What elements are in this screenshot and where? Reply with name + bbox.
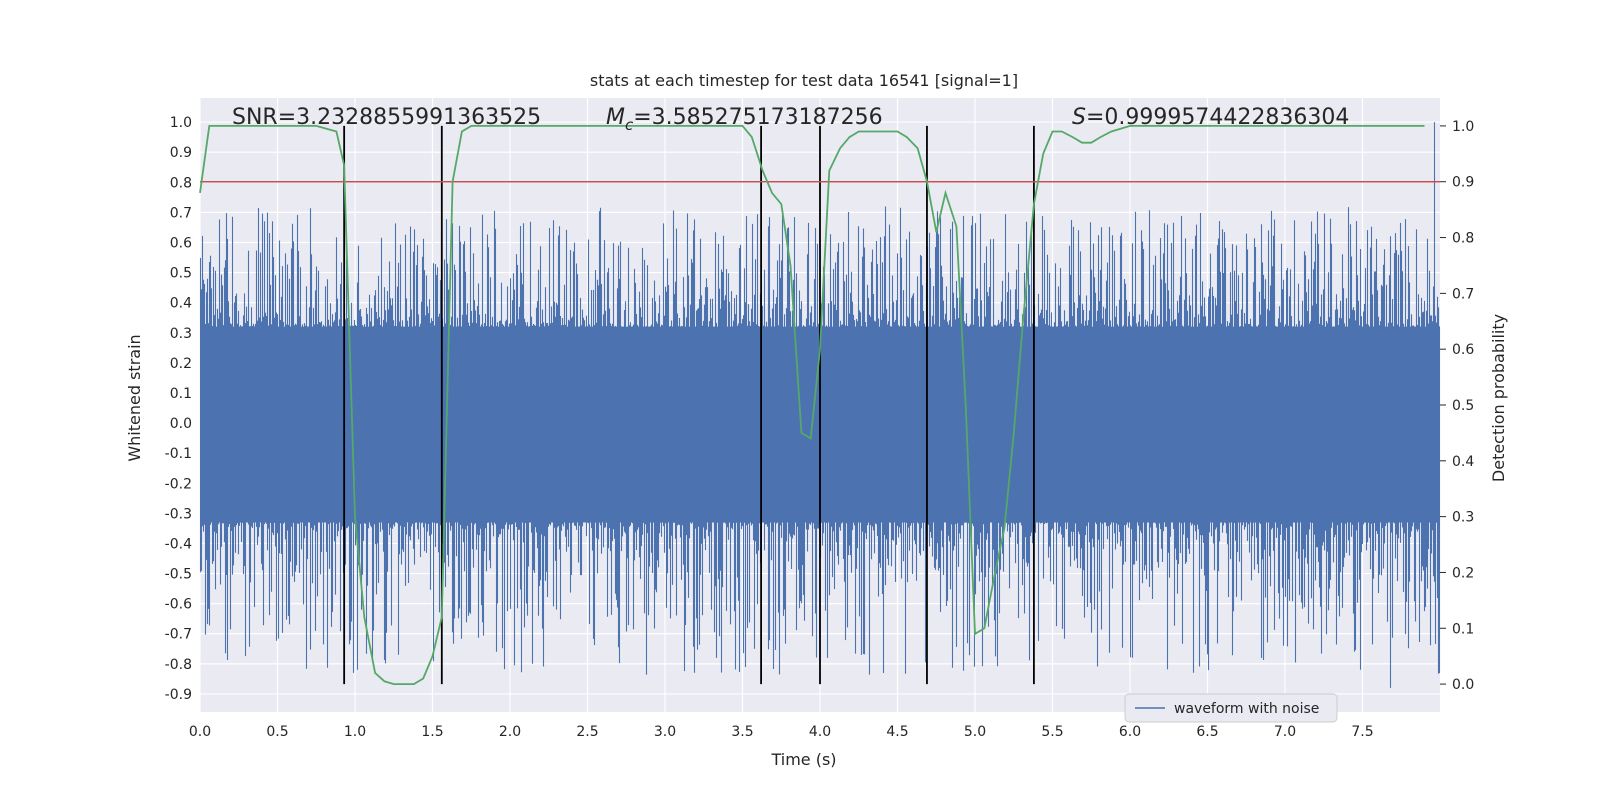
y-tick-label: 0.8 (170, 175, 192, 191)
x-tick-label: 5.5 (1041, 724, 1063, 740)
y-tick-label: -0.3 (165, 506, 192, 522)
chirp-mass-subscript: c (625, 116, 634, 134)
y-tick-label: 0.4 (170, 296, 192, 312)
x-tick-label: 2.0 (499, 724, 521, 740)
vertical-markers (343, 125, 1035, 685)
y-tick-label: -0.5 (165, 567, 192, 583)
y-tick-label: -0.2 (165, 476, 192, 492)
y2-tick-label: 0.0 (1452, 677, 1474, 693)
x-tick-label: 0.0 (189, 724, 211, 740)
chart-title: stats at each timestep for test data 165… (590, 71, 1018, 90)
y-tick-label: 0.9 (170, 145, 192, 161)
waveform-trace (199, 122, 1441, 688)
y-tick-label: 0.2 (170, 356, 192, 372)
y-tick-label: -0.8 (165, 657, 192, 673)
y2-axis-ticks: 1.0 0.9 0.8 0.7 0.6 0.5 0.4 0.3 0.2 0.1 0.0 (1440, 119, 1474, 693)
legend-box (1124, 693, 1338, 723)
chirp-mass-symbol: M (606, 105, 625, 130)
y-tick-label: 0.5 (170, 266, 192, 282)
score-symbol: S (1072, 105, 1086, 130)
y2-tick-label: 0.9 (1452, 175, 1474, 191)
y-tick-label: -0.7 (165, 627, 192, 643)
y-tick-label: 1.0 (170, 115, 192, 131)
x-tick-label: 5.0 (964, 724, 986, 740)
x-tick-label: 7.5 (1351, 724, 1373, 740)
x-tick-label: 1.0 (344, 724, 366, 740)
x-tick-label: 2.5 (576, 724, 598, 740)
y-tick-label: 0.3 (170, 326, 192, 342)
x-axis-label: Time (s) (770, 750, 836, 769)
probability-line (199, 125, 1425, 685)
y-axis-ticks: 1.0 0.9 0.8 0.7 0.6 0.5 0.4 0.3 0.2 0.1 0.0 -0.1 -0.… (165, 115, 192, 703)
y2-tick-label: 0.5 (1452, 398, 1474, 414)
x-tick-label: 1.5 (421, 724, 443, 740)
y2-tick-label: 0.3 (1452, 510, 1474, 526)
score-value: =0.9999574422836304 (1086, 105, 1349, 130)
y-tick-label: 0.0 (170, 416, 192, 432)
x-tick-label: 4.0 (809, 724, 831, 740)
chirp-mass-value: =3.585275173187256 (633, 105, 882, 130)
legend: waveform with noise (1124, 693, 1338, 723)
y2-tick-label: 0.2 (1452, 565, 1474, 581)
y2-tick-label: 0.8 (1452, 231, 1474, 247)
y-tick-label: 0.7 (170, 205, 192, 221)
legend-label: waveform with noise (1174, 701, 1319, 717)
y2-tick-label: 0.6 (1452, 342, 1474, 358)
x-tick-label: 4.5 (886, 724, 908, 740)
chirp-mass-annotation: Mc=3.585275173187256 (606, 105, 883, 134)
snr-annotation: SNR=3.2328855991363525 (232, 105, 541, 130)
y2-tick-label: 1.0 (1452, 119, 1474, 135)
y-tick-label: -0.4 (165, 536, 192, 552)
y2-tick-label: 0.4 (1452, 454, 1474, 470)
x-tick-label: 6.5 (1196, 724, 1218, 740)
y-tick-label: 0.1 (170, 386, 192, 402)
x-tick-label: 0.5 (266, 724, 288, 740)
score-annotation: S=0.9999574422836304 (1072, 105, 1349, 130)
y-tick-label: -0.9 (165, 687, 192, 703)
x-tick-label: 6.0 (1119, 724, 1141, 740)
y-tick-label: 0.6 (170, 235, 192, 251)
y-axis-label: Whitened strain (125, 334, 144, 461)
y2-tick-label: 0.1 (1452, 621, 1474, 637)
y-tick-label: -0.6 (165, 597, 192, 613)
x-tick-label: 3.0 (654, 724, 676, 740)
y2-tick-label: 0.7 (1452, 286, 1474, 302)
x-tick-label: 3.5 (731, 724, 753, 740)
x-tick-label: 7.0 (1274, 724, 1296, 740)
y2-axis-label: Detection probability (1489, 314, 1508, 482)
y-tick-label: -0.1 (165, 446, 192, 462)
x-axis-ticks: 0.0 0.5 1.0 1.5 2.0 2.5 3.0 3.5 4.0 4.5 5.0 5.5 6.0 6… (189, 724, 1374, 740)
